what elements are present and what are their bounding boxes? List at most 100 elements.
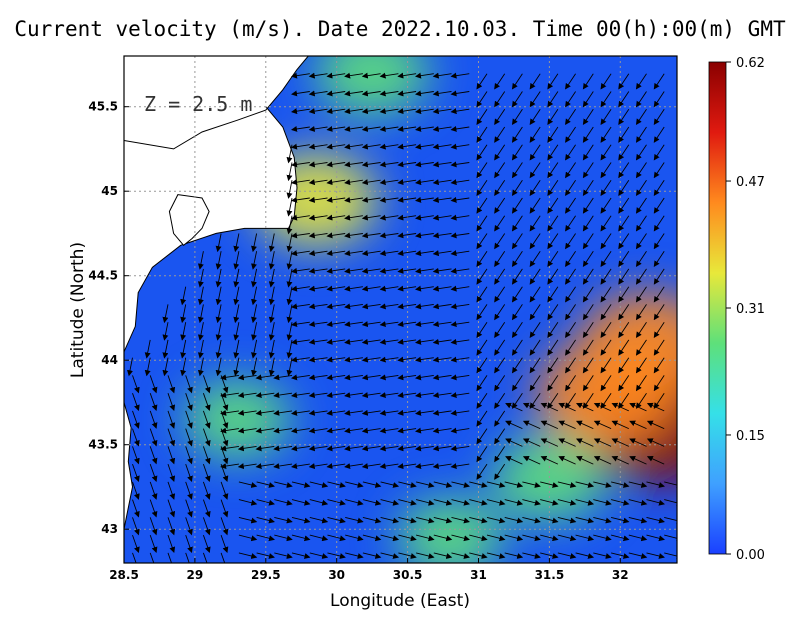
velocity-arrow-244 — [593, 420, 612, 430]
velocity-arrow-531 — [476, 250, 488, 268]
velocity-arrow-492 — [268, 268, 275, 288]
velocity-arrow-297 — [432, 392, 452, 399]
velocity-arrow-754 — [529, 73, 541, 90]
velocity-arrow-321 — [308, 374, 328, 381]
velocity-arrow-559 — [511, 233, 523, 250]
y-tick-label: 45.5 — [88, 100, 118, 114]
velocity-arrow-299 — [476, 392, 488, 409]
velocity-arrow-480 — [529, 286, 541, 303]
velocity-arrow-658 — [308, 143, 328, 150]
velocity-arrow-564 — [600, 233, 612, 250]
velocity-arrow-474 — [415, 285, 434, 292]
velocity-arrow-589 — [653, 215, 665, 232]
velocity-arrow-416 — [397, 321, 417, 328]
velocity-arrow-640 — [379, 161, 399, 168]
velocity-arrow-693 — [565, 126, 576, 143]
velocity-arrow-75 — [362, 516, 382, 524]
velocity-arrow-424 — [547, 321, 559, 339]
velocity-arrow-186 — [132, 446, 140, 465]
velocity-arrow-239 — [505, 420, 523, 430]
velocity-arrow-46 — [398, 534, 417, 542]
velocity-arrow-516 — [215, 251, 222, 270]
velocity-arrow-579 — [476, 215, 488, 232]
x-axis-ticks: 28.5 29 29.5 30 30.5 31 31.5 32 — [109, 558, 629, 582]
velocity-arrow-491 — [251, 268, 258, 288]
velocity-arrow-717 — [618, 108, 630, 126]
velocity-arrow-425 — [565, 321, 576, 339]
velocity-arrow-10 — [309, 552, 329, 559]
velocity-arrow-457 — [618, 304, 630, 321]
velocity-arrow-172 — [415, 463, 434, 470]
velocity-arrow-286 — [237, 392, 257, 399]
velocity-arrow-236 — [450, 427, 470, 434]
velocity-arrow-423 — [529, 321, 541, 339]
velocity-arrow-625 — [511, 179, 523, 197]
velocity-arrow-463 — [233, 286, 240, 306]
velocity-arrow-581 — [511, 215, 523, 232]
velocity-arrow-550 — [344, 232, 363, 239]
velocity-arrow-746 — [379, 72, 399, 79]
velocity-arrow-715 — [582, 108, 594, 126]
velocity-arrow-567 — [653, 233, 665, 250]
velocity-arrow-209 — [522, 438, 541, 447]
velocity-arrow-212 — [575, 438, 594, 447]
velocity-arrow-97 — [202, 499, 211, 518]
velocity-arrow-412 — [326, 321, 346, 328]
velocity-arrow-593 — [326, 196, 346, 203]
velocity-arrow-494 — [291, 267, 310, 274]
velocity-arrow-760 — [635, 73, 647, 90]
velocity-arrow-260 — [326, 409, 346, 416]
velocity-arrow-667 — [476, 144, 488, 161]
x-tick-label: 30.5 — [393, 568, 423, 582]
velocity-arrow-314 — [202, 375, 211, 394]
velocity-arrow-735 — [565, 91, 576, 108]
velocity-arrow-471 — [361, 285, 381, 292]
velocity-arrow-479 — [511, 286, 523, 303]
velocity-arrow-583 — [547, 215, 559, 232]
velocity-arrow-663 — [397, 143, 417, 150]
velocity-arrow-216 — [646, 438, 665, 447]
velocity-arrow-533 — [511, 250, 523, 268]
velocity-arrow-235 — [432, 427, 452, 434]
velocity-arrow-77 — [398, 516, 417, 524]
velocity-arrow-312 — [167, 375, 176, 394]
velocity-arrow-74 — [345, 516, 364, 524]
velocity-arrow-250 — [167, 410, 176, 429]
velocity-arrow-204 — [432, 445, 452, 452]
velocity-arrow-180 — [558, 456, 576, 465]
velocity-arrow-670 — [529, 144, 541, 161]
velocity-arrow-370 — [635, 357, 647, 374]
velocity-arrow-697 — [635, 126, 647, 143]
velocity-arrow-601 — [476, 197, 488, 214]
velocity-arrow-481 — [547, 286, 559, 303]
velocity-arrow-650 — [565, 162, 576, 179]
velocity-arrow-247 — [646, 420, 665, 430]
velocity-arrow-682 — [361, 125, 381, 132]
velocity-arrow-608 — [600, 197, 612, 214]
velocity-arrow-32 — [149, 534, 158, 554]
velocity-arrow-35 — [202, 534, 211, 554]
velocity-arrow-355 — [361, 356, 381, 363]
x-tick-label: 31 — [470, 568, 487, 582]
velocity-arrow-645 — [476, 162, 488, 179]
velocity-arrow-696 — [618, 126, 630, 143]
velocity-arrow-240 — [522, 420, 541, 430]
velocity-arrow-313 — [185, 375, 193, 394]
velocity-arrow-378 — [251, 339, 258, 359]
velocity-arrow-431 — [162, 304, 169, 324]
velocity-arrow-415 — [379, 321, 399, 328]
velocity-arrow-728 — [432, 90, 452, 97]
velocity-arrow-490 — [233, 268, 240, 288]
velocity-arrow-52 — [504, 534, 524, 542]
velocity-arrow-152 — [628, 481, 648, 488]
velocity-arrow-755 — [547, 73, 559, 90]
velocity-arrow-561 — [547, 233, 559, 250]
velocity-arrow-288 — [273, 392, 293, 399]
velocity-arrow-304 — [565, 392, 576, 409]
velocity-arrow-620 — [415, 179, 434, 186]
velocity-arrow-190 — [202, 446, 211, 465]
velocity-arrow-547 — [291, 232, 310, 239]
velocity-arrow-133 — [291, 481, 311, 488]
velocity-arrow-486 — [635, 286, 647, 303]
